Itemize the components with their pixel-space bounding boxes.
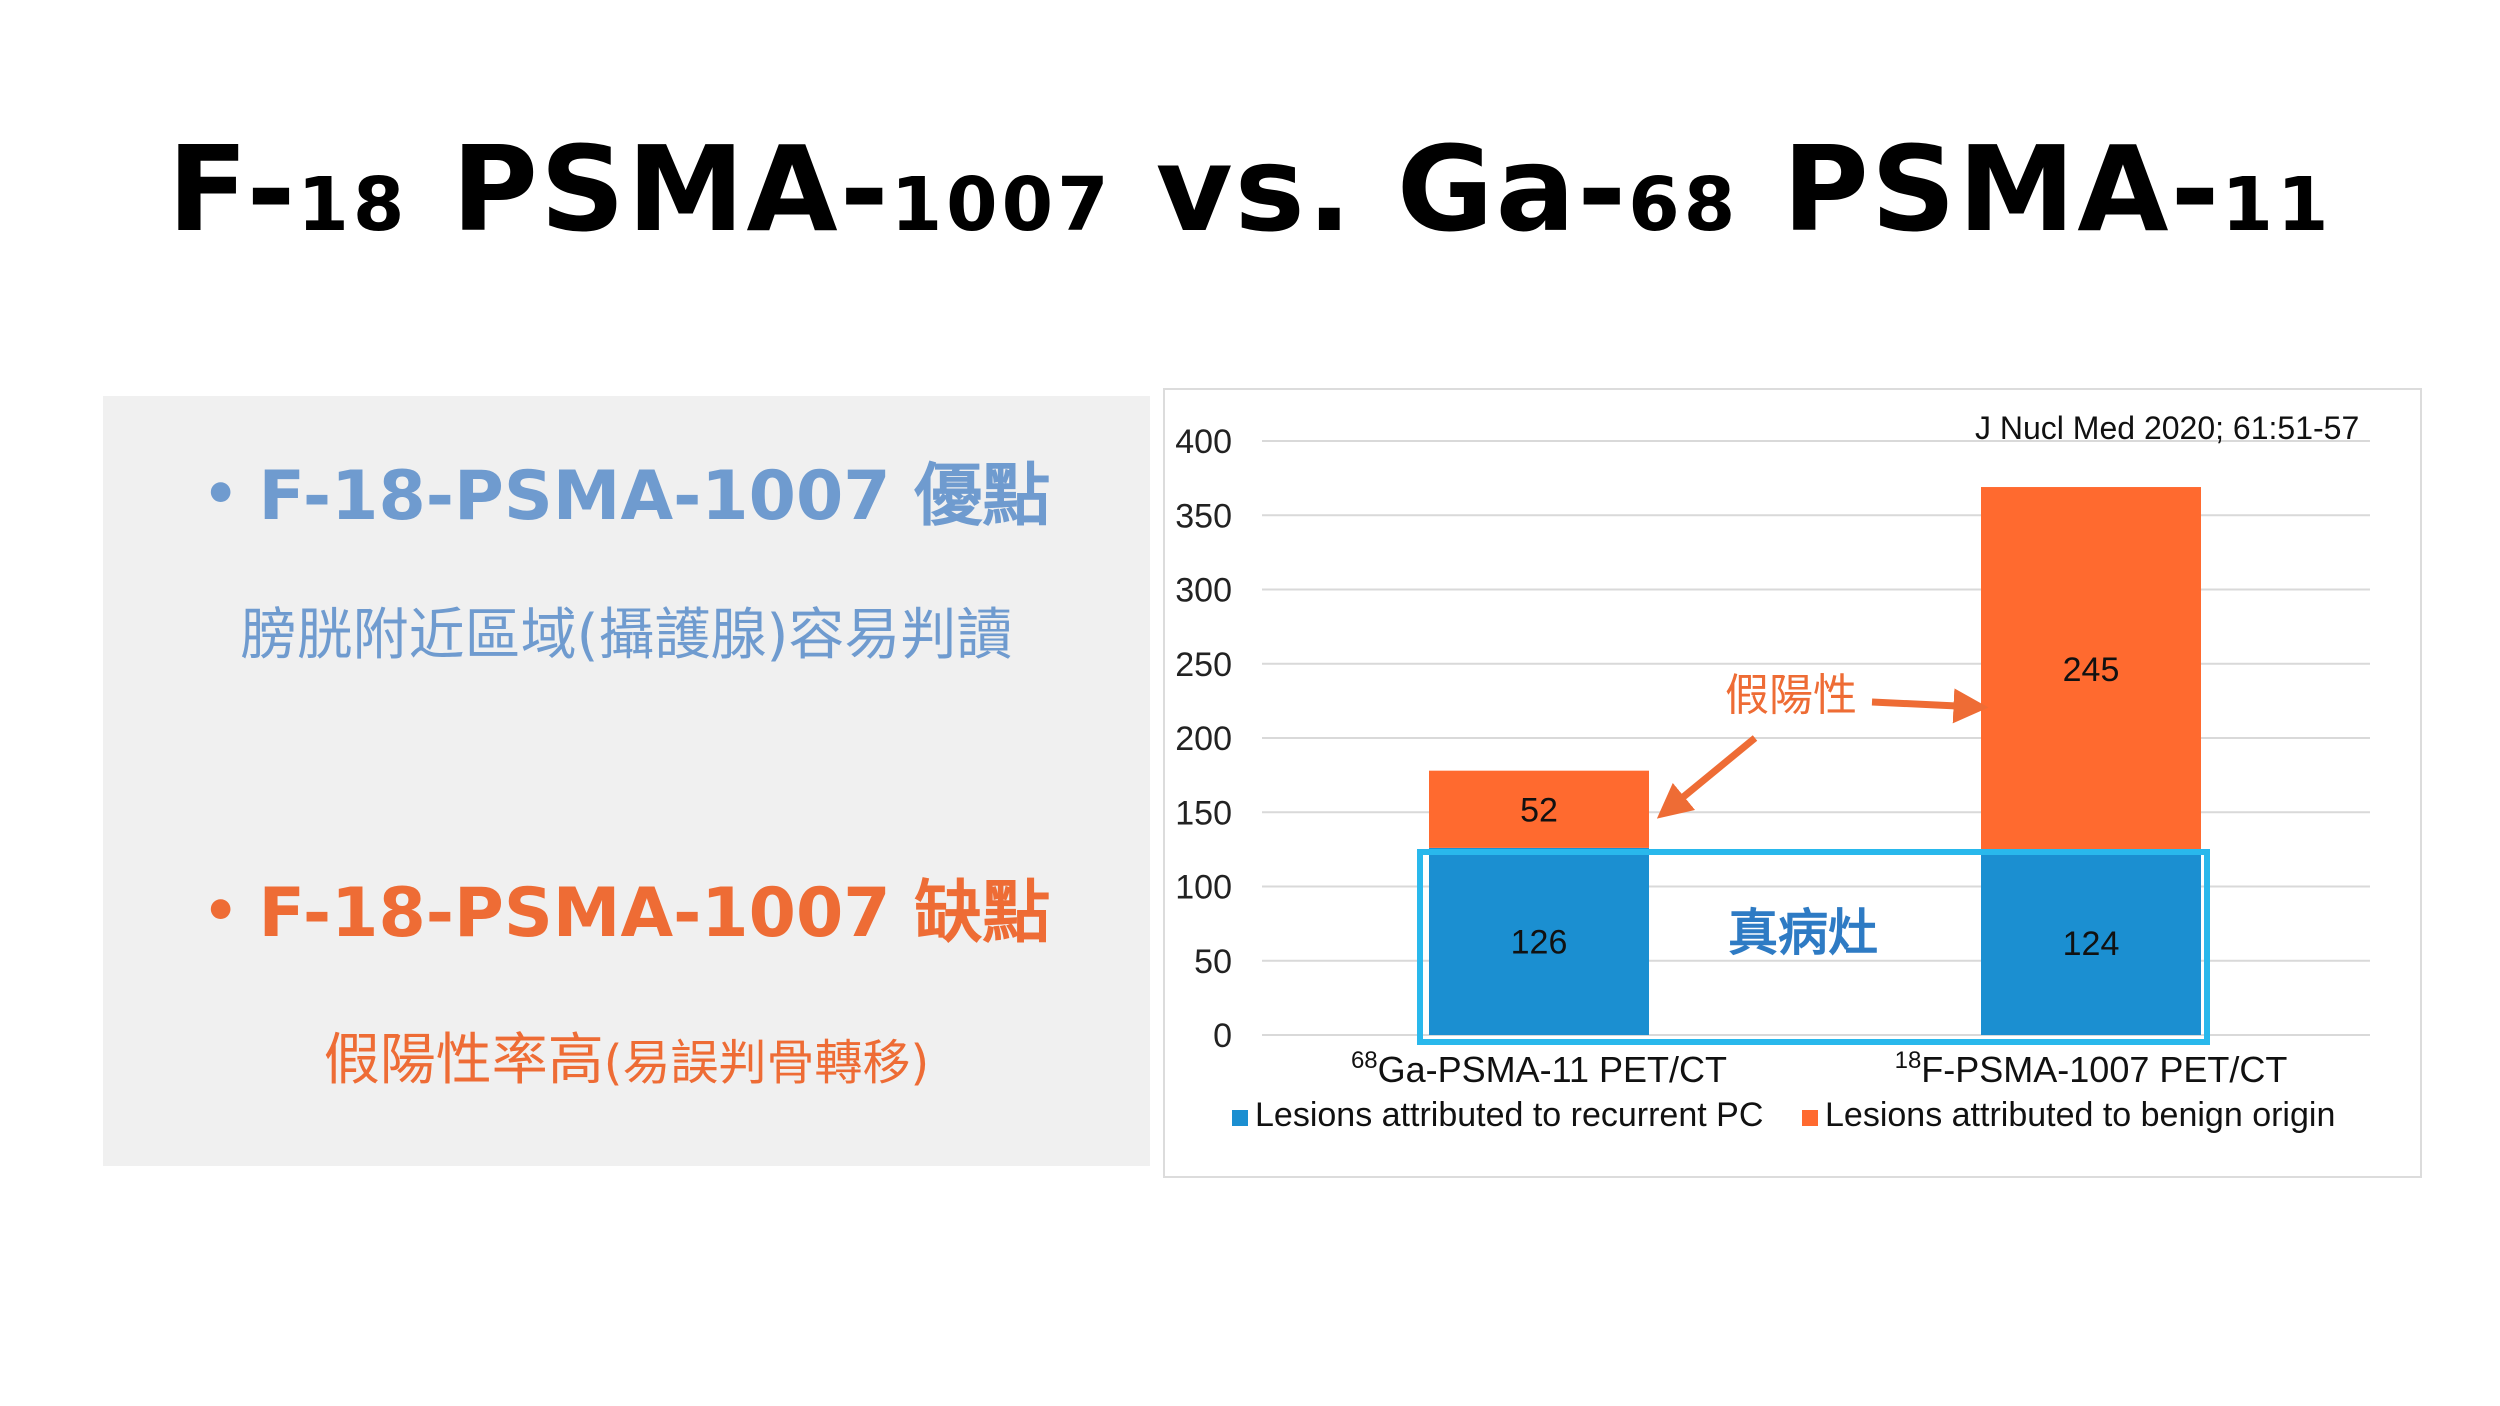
con-text-main: 假陽性率高 (323, 1028, 604, 1093)
bar-data-label: 52 (1520, 791, 1558, 829)
chart-frame (1163, 388, 2422, 1178)
y-tick-label: 0 (1213, 1017, 1232, 1055)
arrow-to-f18-bar (1871, 688, 1989, 724)
title-part: 68 (1628, 162, 1740, 248)
y-tick-label: 100 (1175, 869, 1232, 907)
title-part: 1007 (890, 162, 1113, 248)
y-tick-label: 250 (1175, 646, 1232, 684)
bar-benign-origin (1429, 770, 1649, 848)
title-part: 11 (2221, 162, 2333, 248)
y-tick-label: 300 (1175, 572, 1232, 610)
con-heading-text: F-18-PSMA-1007 缺點 (258, 874, 1051, 953)
title-part: vs. Ga- (1112, 120, 1629, 258)
category-name: Ga-PSMA-11 PET/CT (1378, 1049, 1727, 1090)
y-tick-label: 50 (1194, 943, 1232, 981)
slide-title: F-18 PSMA-1007 vs. Ga-68 PSMA-11 (0, 120, 2500, 258)
con-text-paren: (易誤判骨轉移) (603, 1035, 930, 1091)
legend-swatch-recurrent-pc (1232, 1110, 1248, 1126)
true-lesion-highlight-box (1417, 849, 2210, 1045)
legend-label: Lesions attributed to recurrent PC (1255, 1096, 1763, 1134)
con-text: 假陽性率高(易誤判骨轉移) (103, 1015, 1150, 1096)
category-name: F-PSMA-1007 PET/CT (1921, 1049, 2287, 1090)
pro-text: 膀胱附近區域(攝護腺)容易判讀 (240, 603, 1013, 668)
title-part: PSMA- (1739, 120, 2222, 258)
x-category-label: 68Ga-PSMA-11 PET/CT (1351, 1047, 1727, 1090)
y-tick-label: 200 (1175, 720, 1232, 758)
bar-data-label: 245 (2063, 651, 2120, 689)
legend-swatch-benign-origin (1802, 1110, 1818, 1126)
bar-data-label: 124 (2063, 925, 2120, 963)
title-part: 18 (297, 162, 409, 248)
y-tick-label: 400 (1175, 423, 1232, 461)
isotope-superscript: 68 (1351, 1047, 1378, 1074)
y-tick-label: 150 (1175, 794, 1232, 832)
bullet-icon: • (202, 879, 239, 944)
con-heading: • F-18-PSMA-1007 缺點 (103, 857, 1150, 956)
comparison-panel (103, 396, 1150, 1166)
isotope-superscript: 18 (1895, 1047, 1922, 1074)
citation-text: J Nucl Med 2020; 61:51-57 (1975, 410, 2359, 446)
x-category-label: 18F-PSMA-1007 PET/CT (1895, 1047, 2288, 1090)
bar-recurrent-pc (1429, 847, 1649, 1035)
bullet-icon: • (202, 462, 239, 527)
bar-recurrent-pc (1981, 850, 2201, 1035)
pro-heading-text: F-18-PSMA-1007 優點 (258, 457, 1051, 536)
bar-benign-origin (1981, 487, 2201, 851)
title-part: PSMA- (408, 120, 891, 258)
pro-heading: • F-18-PSMA-1007 優點 (103, 440, 1150, 539)
bar-data-label: 126 (1511, 923, 1568, 961)
arrow-to-ga68-bar (1656, 735, 1758, 819)
legend-label: Lesions attributed to benign origin (1825, 1096, 2335, 1134)
false-positive-label: 假陽性 (1725, 670, 1857, 721)
title-part: F- (167, 120, 298, 258)
true-lesion-label: 真病灶 (1728, 904, 1878, 962)
y-tick-label: 350 (1175, 497, 1232, 535)
